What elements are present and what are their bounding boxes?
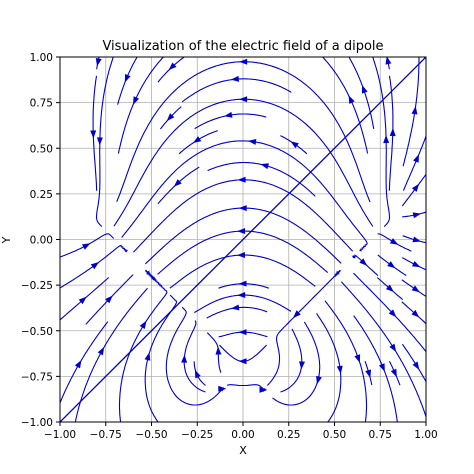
streamline-arrow-43 bbox=[239, 96, 248, 103]
x-tick-label-6: 0.50 bbox=[323, 429, 346, 441]
streamline-arrow-38 bbox=[237, 176, 246, 183]
streamline-arrow-60 bbox=[124, 74, 131, 83]
streamline-arrow-15 bbox=[238, 358, 247, 365]
streamline-arrow-35 bbox=[387, 261, 396, 269]
streamline-arrow-41 bbox=[412, 236, 421, 243]
x-tick-label-7: 0.75 bbox=[369, 429, 392, 441]
streamline-arrow-52 bbox=[413, 154, 419, 163]
streamline-arrow-5 bbox=[293, 310, 301, 319]
streamline-arrow-46 bbox=[90, 130, 97, 139]
streamline-arrow-9 bbox=[354, 354, 361, 363]
streamline-arrow-19 bbox=[74, 360, 82, 369]
x-tick-label-4: 0.00 bbox=[231, 429, 254, 441]
diagonal-line-group bbox=[60, 57, 426, 422]
streamline-arrow-33 bbox=[237, 228, 246, 235]
streamline-arrow-49 bbox=[389, 128, 396, 137]
y-tick-label-8: 1.00 bbox=[30, 52, 53, 64]
streamline-arrow-40 bbox=[389, 238, 399, 245]
streamline-arrow-13 bbox=[194, 369, 201, 379]
y-tick-label-6: 0.50 bbox=[30, 143, 53, 155]
streamline-arrow-2 bbox=[218, 385, 227, 392]
streamline-arrow-4 bbox=[259, 386, 268, 393]
streamline-arrow-42 bbox=[96, 137, 103, 146]
x-tick-label-1: −0.75 bbox=[90, 429, 122, 441]
streamline-arrow-12 bbox=[97, 346, 105, 356]
x-tick-label-0: −1.00 bbox=[44, 429, 76, 441]
streamline-arrow-22 bbox=[105, 295, 113, 304]
streamline-arrow-57 bbox=[166, 113, 175, 122]
diagonal-line bbox=[60, 57, 426, 422]
streamline-arrow-37 bbox=[81, 243, 91, 250]
streamline-arrow-48 bbox=[173, 179, 182, 187]
streamline-arrow-51 bbox=[260, 163, 269, 170]
x-axis-label: X bbox=[239, 444, 247, 457]
streamline-arrow-65 bbox=[385, 57, 392, 65]
y-tick-label-5: 0.25 bbox=[30, 189, 53, 201]
y-axis-label: Y bbox=[0, 236, 13, 244]
x-tick-label-2: −0.50 bbox=[135, 429, 167, 441]
streamline-arrow-64 bbox=[168, 62, 177, 71]
y-tick-label-0: −1.00 bbox=[21, 417, 53, 429]
x-tick-label-3: −0.25 bbox=[181, 429, 213, 441]
streamline-arrow-16 bbox=[365, 369, 372, 379]
streamline-arrow-55 bbox=[290, 141, 299, 149]
streamline-arrow-17 bbox=[390, 368, 397, 378]
streamline-arrow-63 bbox=[95, 57, 102, 67]
y-tick-label-2: −0.50 bbox=[21, 326, 53, 338]
streamline-arrow-47 bbox=[239, 58, 248, 65]
streamline-arrow-31 bbox=[90, 262, 100, 270]
streamline-arrow-58 bbox=[224, 111, 233, 118]
streamline-arrow-28 bbox=[238, 280, 247, 287]
streamline-arrow-14 bbox=[215, 346, 222, 355]
streamline-arrow-61 bbox=[230, 75, 240, 82]
x-tick-label-8: 1.00 bbox=[414, 429, 437, 441]
streamline-arrow-20 bbox=[238, 329, 247, 336]
streamline-arrow-24 bbox=[231, 304, 240, 311]
streamlines bbox=[60, 57, 426, 422]
streamline-arrow-54 bbox=[192, 136, 202, 143]
y-tick-label-4: 0.00 bbox=[30, 235, 53, 247]
ticks: −1.00 −0.75 −0.50 −0.25 0.00 0.25 0.50 0.75 1.00… bbox=[21, 52, 438, 441]
streamline-arrow-11 bbox=[389, 343, 397, 353]
streamline-arrow-7 bbox=[316, 375, 322, 385]
y-tick-label-3: −0.25 bbox=[21, 280, 53, 292]
streamline-arrow-36 bbox=[411, 260, 421, 268]
streamline-arrow-25 bbox=[411, 309, 420, 318]
streamline-arrow-18 bbox=[412, 361, 420, 370]
streamline-arrow-39 bbox=[248, 138, 257, 145]
streamline-arrow-30 bbox=[411, 285, 420, 293]
streamline-arrow-10 bbox=[379, 363, 385, 372]
streamline-arrow-62 bbox=[361, 85, 368, 94]
streamline-arrow-27 bbox=[237, 252, 246, 259]
streamline-arrow-44 bbox=[383, 135, 390, 144]
streamline-arrow-34 bbox=[359, 258, 368, 266]
streamline-arrow-56 bbox=[348, 95, 355, 104]
y-tick-label-7: 0.75 bbox=[30, 98, 53, 110]
streamline-arrow-3 bbox=[181, 354, 188, 363]
streamline-arrow-50 bbox=[411, 183, 420, 192]
streamline-arrow-6 bbox=[299, 361, 305, 370]
streamline-arrow-53 bbox=[133, 96, 140, 105]
streamline-arrow-45 bbox=[412, 212, 422, 219]
streamline-arrow-26 bbox=[78, 296, 87, 305]
y-tick-label-1: −0.75 bbox=[21, 371, 53, 383]
streamline-arrow-29 bbox=[385, 284, 394, 293]
streamline-arrow-32 bbox=[238, 205, 247, 212]
streamline-arrow-59 bbox=[411, 106, 418, 115]
streamline-arrow-0 bbox=[139, 320, 147, 330]
streamline-arrow-21 bbox=[388, 309, 397, 318]
chart-title: Visualization of the electric field of a… bbox=[102, 39, 383, 54]
streamline-arrow-23 bbox=[237, 291, 246, 298]
streamline-arrow-8 bbox=[336, 365, 343, 374]
x-tick-label-5: 0.25 bbox=[277, 429, 300, 441]
streamline-arrow-1 bbox=[144, 352, 151, 361]
